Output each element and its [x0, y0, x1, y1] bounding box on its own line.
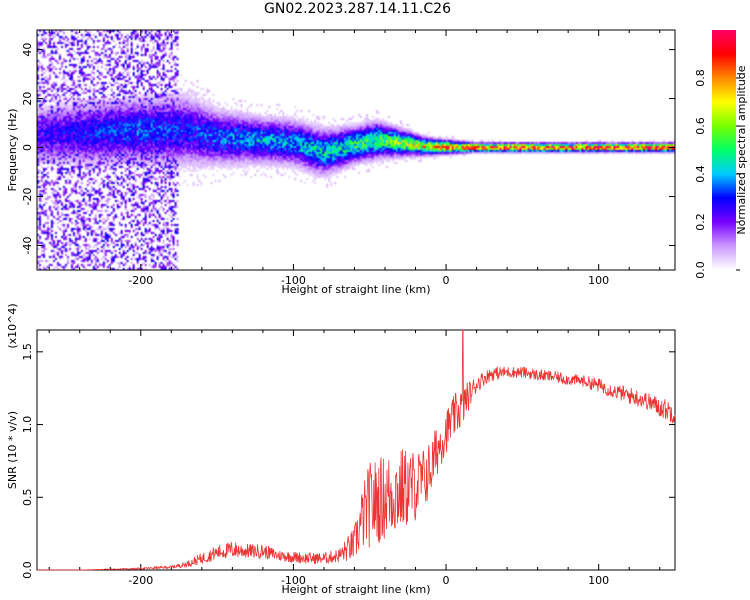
colorbar-ticks: 0.0 0.2 0.4 0.6 0.8 — [694, 69, 740, 279]
spectrogram-y-tick-label: 40 — [21, 43, 34, 57]
colorbar-gradient — [712, 30, 736, 270]
spectrogram-x-ticks: -200 -100 0 100 — [48, 30, 661, 287]
spectrogram-x-tick-label: 100 — [588, 274, 609, 287]
snr-x-tick-label: -100 — [281, 574, 306, 587]
spectrogram-x-label: Height of straight line (km) — [281, 283, 430, 296]
snr-y-ticks: 0.0 0.5 1.0 1.5 — [21, 343, 675, 579]
snr-x-tick-label: 100 — [588, 574, 609, 587]
colorbar-tick-label: 0.8 — [694, 69, 707, 87]
snr-y-tick-label: 1.0 — [21, 416, 34, 434]
snr-y-multiplier: (x10^4) — [6, 303, 19, 348]
snr-series-line — [37, 329, 676, 571]
spectrogram-y-label: Frequency (Hz) — [6, 109, 19, 192]
spectrogram-x-tick-label: -100 — [281, 274, 306, 287]
colorbar-tick-label: 0.2 — [694, 213, 707, 231]
colorbar-tick-label: 0.6 — [694, 117, 707, 135]
snr-x-label: Height of straight line (km) — [281, 583, 430, 596]
snr-x-tick-label: 0 — [443, 574, 450, 587]
spectrogram-y-tick-label: -20 — [21, 188, 34, 206]
spectrogram-y-tick-label: -40 — [21, 237, 34, 255]
spectrogram-x-tick-label: -200 — [128, 274, 153, 287]
spectrogram-x-tick-label: 0 — [443, 274, 450, 287]
spectrogram-y-ticks: 40 20 0 -20 -40 — [21, 43, 675, 255]
snr-frame — [36, 329, 676, 571]
snr-panel: -200 -100 0 100 0.0 0.5 1.0 1.5 Height of stra… — [6, 303, 676, 596]
spectrogram-y-tick-label: 0 — [21, 144, 34, 151]
colorbar-tick-label: 0.0 — [694, 261, 707, 279]
colorbar: 0.0 0.2 0.4 0.6 0.8 Normalized spectral ampl… — [694, 30, 748, 279]
snr-y-tick-label: 0.0 — [21, 561, 34, 579]
spectrogram-heatmap — [37, 30, 675, 270]
snr-y-tick-label: 1.5 — [21, 343, 34, 361]
spectrogram-frame — [36, 29, 676, 271]
snr-x-tick-label: -200 — [128, 574, 153, 587]
snr-x-ticks: -200 -100 0 100 — [48, 330, 661, 587]
snr-y-tick-label: 0.5 — [21, 489, 34, 507]
snr-y-label: SNR (10 * v/v) — [6, 411, 19, 489]
colorbar-tick-label: 0.4 — [694, 165, 707, 183]
colorbar-label: Normalized spectral amplitude — [735, 65, 748, 234]
figure-title: GN02.2023.287.14.11.C26 — [264, 1, 451, 17]
spectrogram-y-tick-label: 20 — [21, 92, 34, 106]
spectrogram-panel: -200 -100 0 100 40 20 0 -20 -40 Height of strai… — [6, 29, 676, 296]
